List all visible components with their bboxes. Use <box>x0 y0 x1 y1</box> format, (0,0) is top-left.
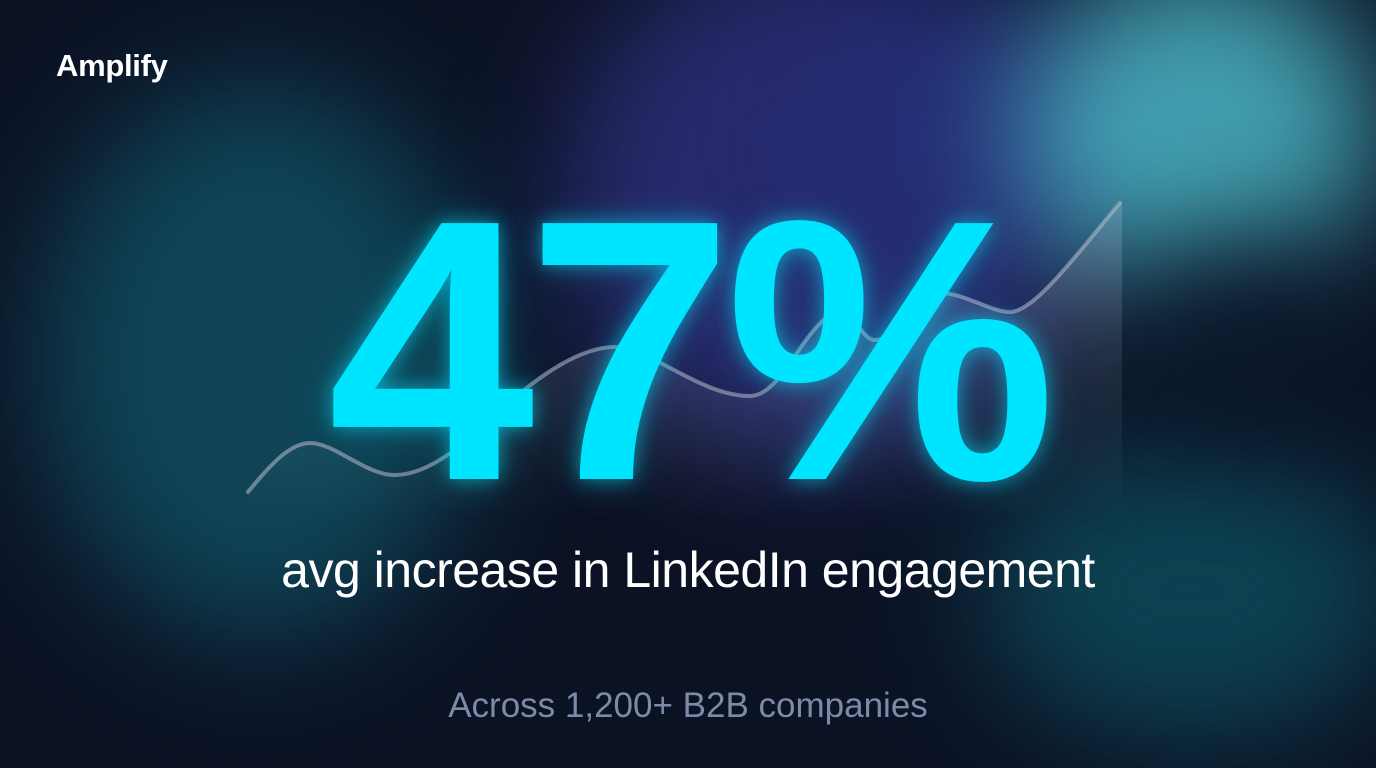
dark-blob <box>1120 240 1376 440</box>
hero-headline: avg increase in LinkedIn engagement <box>281 542 1095 598</box>
brand-logo: Amplify <box>56 48 168 83</box>
hero-footnote: Across 1,200+ B2B companies <box>448 686 928 725</box>
teal-blob <box>40 80 480 640</box>
hero-stat: 47% <box>327 142 1057 558</box>
